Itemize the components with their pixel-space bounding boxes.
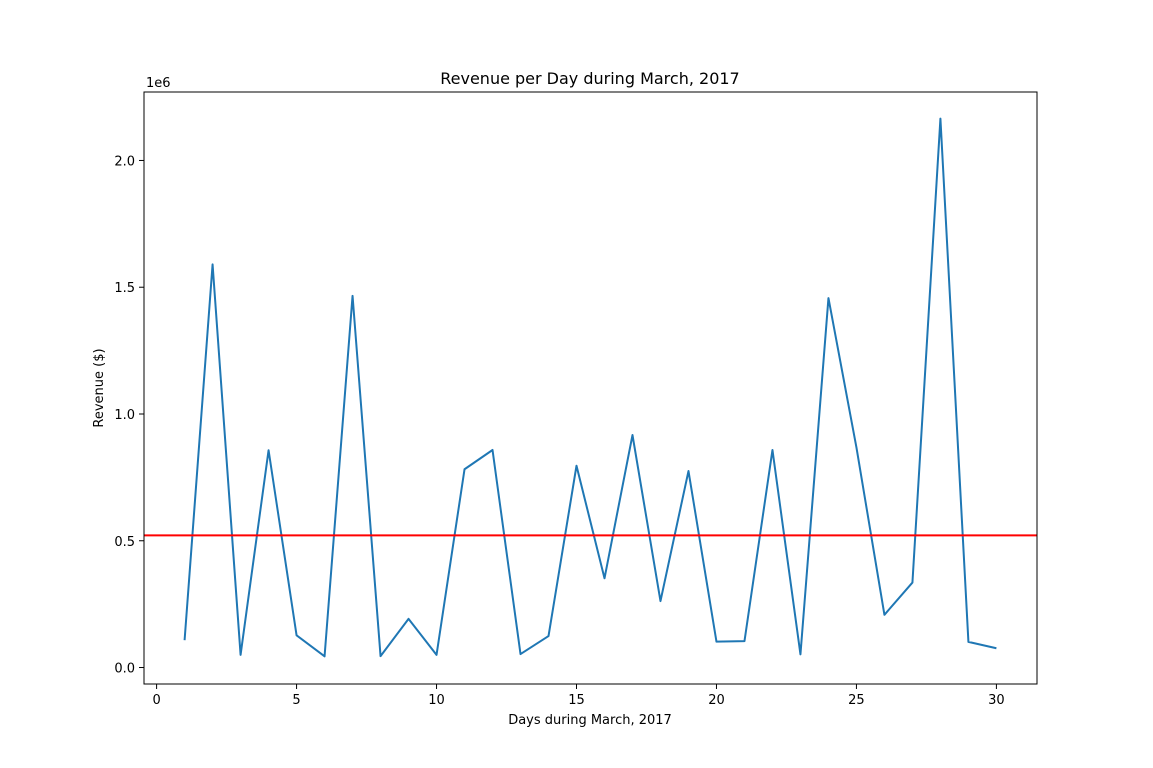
y-tick-label: 1.0 <box>114 408 135 423</box>
y-tick-label: 0.5 <box>114 535 135 550</box>
axes-frame <box>143 91 1038 685</box>
chart-title: Revenue per Day during March, 2017 <box>440 69 739 88</box>
y-tick-label: 0.0 <box>114 662 135 677</box>
x-tick-label: 5 <box>292 693 300 708</box>
x-tick-label: 25 <box>848 693 865 708</box>
axis-ticks: 0 5 10 15 20 25 30 0.0 0.5 1.0 1.5 2.0 <box>114 154 1004 708</box>
y-tick-label: 2.0 <box>114 154 135 169</box>
plot-area <box>144 117 1037 658</box>
x-axis-label: Days during March, 2017 <box>508 713 672 728</box>
x-tick-label: 10 <box>428 693 445 708</box>
x-tick-label: 20 <box>708 693 725 708</box>
x-tick-label: 0 <box>152 693 160 708</box>
y-offset-label: 1e6 <box>146 76 171 91</box>
series-line-0 <box>183 117 997 658</box>
x-tick-label: 15 <box>568 693 585 708</box>
y-tick-label: 1.5 <box>114 281 135 296</box>
y-axis-label: Revenue ($) <box>92 348 107 427</box>
x-tick-label: 30 <box>988 693 1005 708</box>
